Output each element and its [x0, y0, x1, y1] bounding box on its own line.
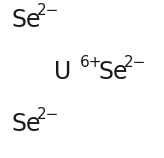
- Text: Se: Se: [11, 8, 41, 32]
- Text: 2−: 2−: [124, 55, 146, 70]
- Text: 2−: 2−: [37, 3, 59, 18]
- Text: 6+: 6+: [80, 55, 102, 70]
- Text: U: U: [54, 60, 71, 84]
- Text: Se: Se: [11, 112, 41, 136]
- Text: 2−: 2−: [37, 107, 59, 122]
- Text: Se: Se: [98, 60, 128, 84]
